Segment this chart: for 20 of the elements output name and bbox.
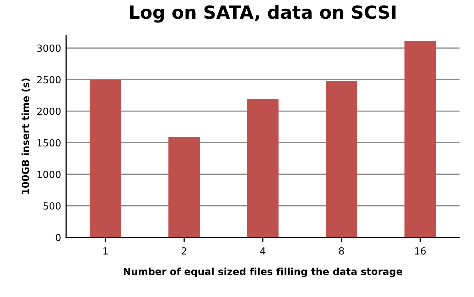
y-tick-label: 3000 [37, 44, 61, 52]
bar [90, 80, 122, 238]
y-tick-label: 2500 [37, 76, 61, 84]
y-tick-label: 1500 [38, 139, 61, 147]
x-tick-label: 16 [415, 247, 426, 255]
y-axis-title: 100GB insert time (s) [22, 78, 30, 194]
bar [168, 137, 200, 238]
x-tick-label: 1 [104, 248, 108, 255]
bar [326, 81, 358, 238]
bar [247, 99, 279, 238]
y-tick-label: 2000 [37, 108, 61, 116]
y-tick-label: 0 [56, 234, 61, 242]
chart-title: Log on SATA, data on SCSI [130, 5, 396, 23]
x-axis-title: Number of equal sized files filling the data storage [124, 268, 403, 278]
y-tick-label: 1000 [38, 170, 61, 178]
x-tick-label: 8 [339, 247, 344, 255]
bar [404, 41, 436, 238]
x-tick-label: 4 [260, 248, 266, 255]
x-tick-label: 2 [182, 247, 187, 255]
y-tick-label: 500 [44, 202, 61, 210]
